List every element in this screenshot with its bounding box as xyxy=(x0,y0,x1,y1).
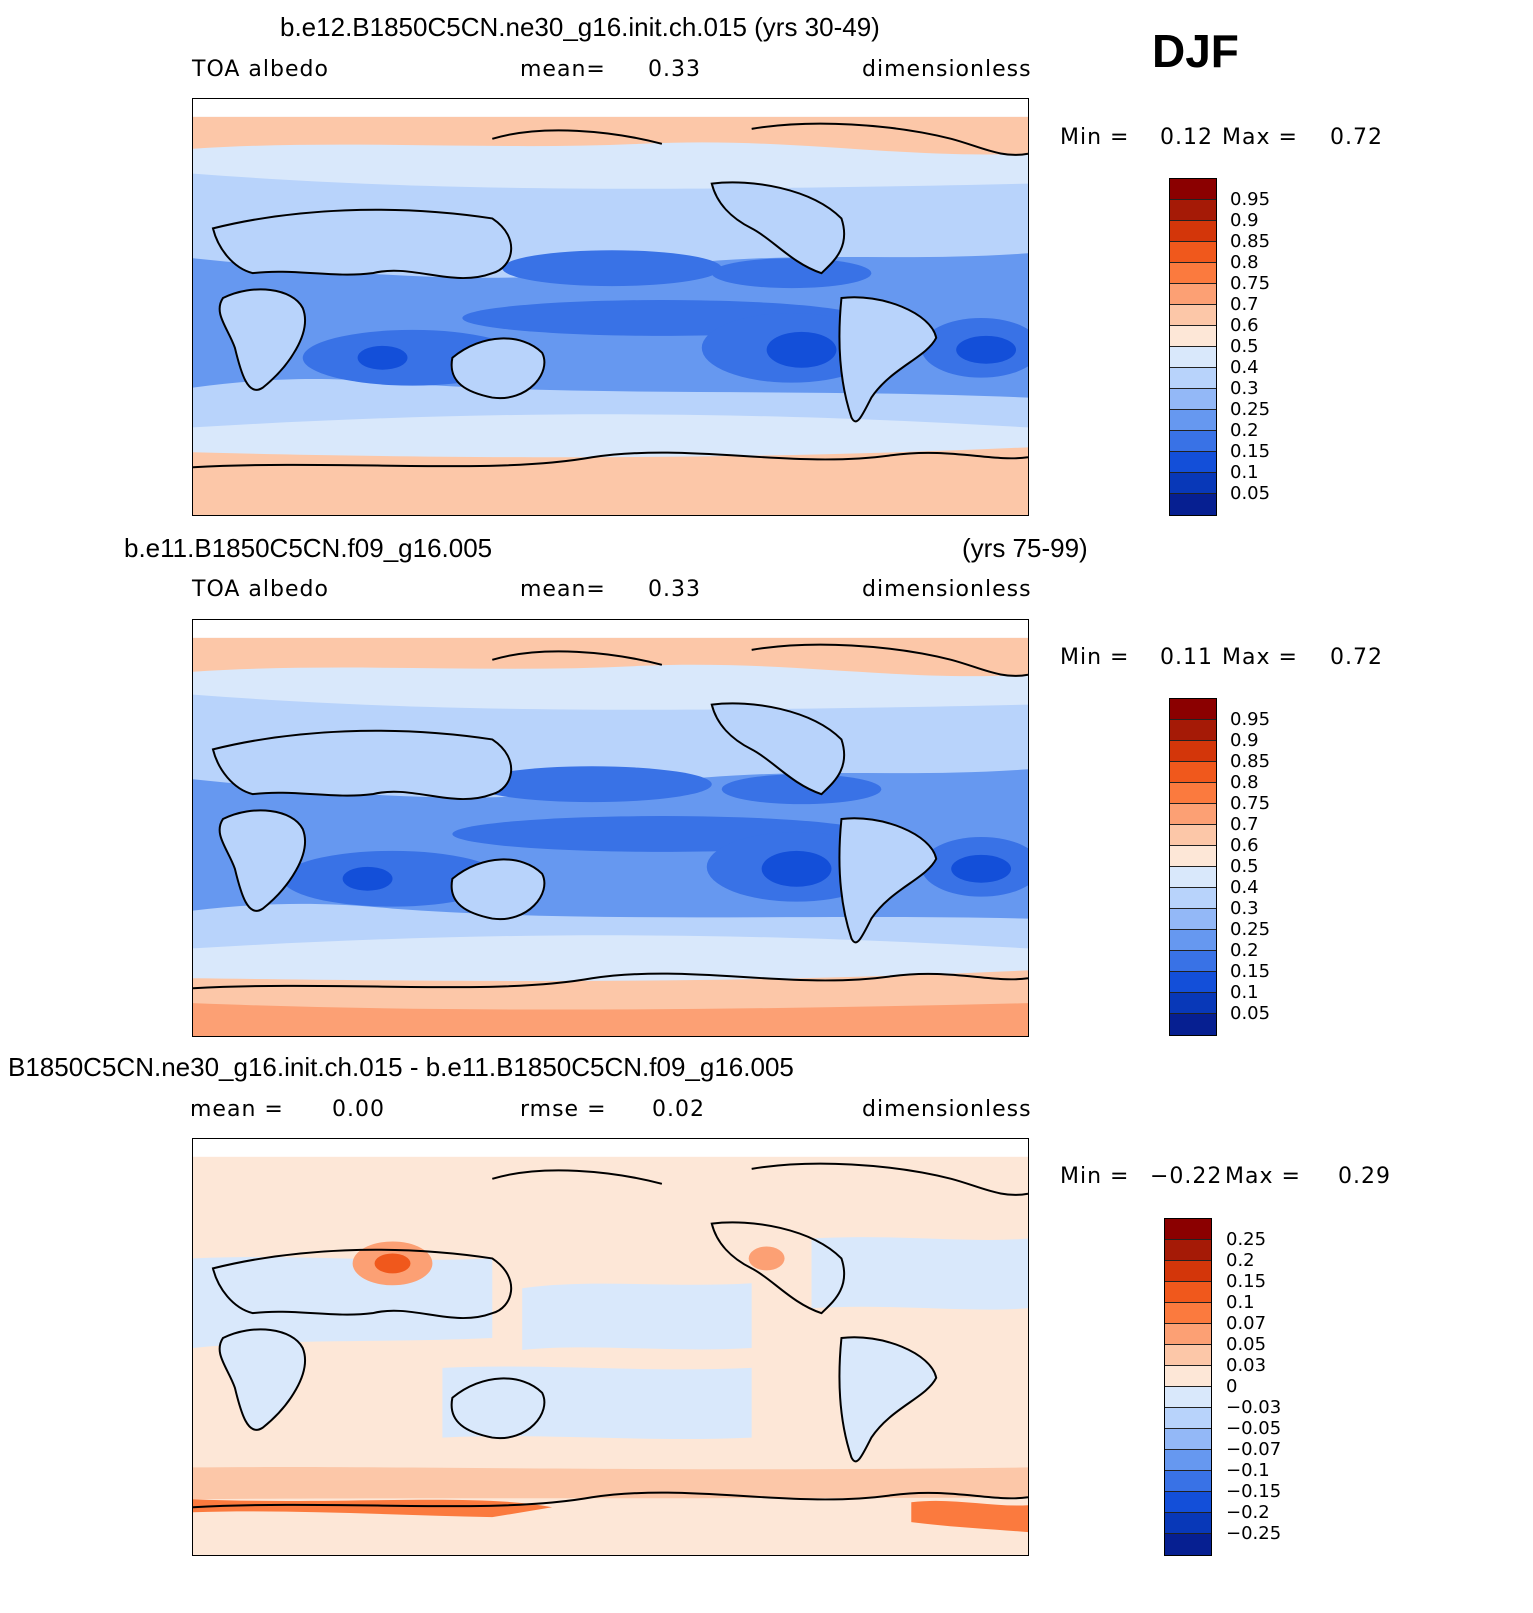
cbar-label: 0.05 xyxy=(1230,483,1271,504)
cbar-label: −0.1 xyxy=(1226,1460,1270,1481)
cbar-label: 0.03 xyxy=(1226,1355,1267,1376)
panel3-colorbar-labels: 0.25 0.2 0.15 0.1 0.07 0.05 0.03 0 −0.03… xyxy=(1226,1229,1281,1544)
cbar-label: 0.95 xyxy=(1230,189,1271,210)
panel2-units: dimensionless xyxy=(862,577,1032,602)
panel2-map xyxy=(192,619,1029,1037)
panel3-units: dimensionless xyxy=(862,1097,1032,1122)
panel3-mean-value: 0.00 xyxy=(332,1097,385,1122)
cbar-label: 0.15 xyxy=(1226,1271,1267,1292)
cbar-label: −0.25 xyxy=(1226,1523,1282,1544)
panel3-rmse-value: 0.02 xyxy=(652,1097,705,1122)
cbar-label: 0.25 xyxy=(1230,919,1271,940)
panel1-max-value: 0.72 xyxy=(1330,125,1383,150)
panel3-min-value: −0.22 xyxy=(1150,1164,1223,1189)
panel2-map-svg xyxy=(193,620,1028,1036)
panel1-colorbar xyxy=(1169,178,1217,516)
cbar-label: 0.25 xyxy=(1226,1229,1267,1250)
cbar-label: −0.15 xyxy=(1226,1481,1282,1502)
panel3-max-value: 0.29 xyxy=(1338,1164,1391,1189)
cbar-label: −0.05 xyxy=(1226,1418,1282,1439)
panel2-colorbar xyxy=(1169,698,1217,1036)
cbar-label: 0.9 xyxy=(1230,210,1259,231)
cbar-label: 0.7 xyxy=(1230,814,1259,835)
panel3-mean-label: mean = xyxy=(190,1097,284,1122)
cbar-label: 0.6 xyxy=(1230,835,1259,856)
cbar-label: 0.2 xyxy=(1226,1250,1255,1271)
cbar-label: 0.15 xyxy=(1230,961,1271,982)
panel3-min-label: Min = xyxy=(1060,1164,1130,1189)
panel2-title: b.e11.B1850C5CN.f09_g16.005 xyxy=(124,533,493,563)
cbar-label: −0.2 xyxy=(1226,1502,1270,1523)
panel1-map-svg xyxy=(193,99,1028,515)
panel1-units: dimensionless xyxy=(862,57,1032,82)
panel3-colorbar xyxy=(1164,1218,1212,1556)
panel2-min-value: 0.11 xyxy=(1160,645,1213,670)
cbar-label: 0.05 xyxy=(1226,1334,1267,1355)
cbar-label: 0.5 xyxy=(1230,856,1259,877)
cbar-label: 0.2 xyxy=(1230,420,1259,441)
cbar-label: 0.1 xyxy=(1226,1292,1255,1313)
cbar-label: 0.8 xyxy=(1230,772,1259,793)
cbar-label: 0.3 xyxy=(1230,898,1259,919)
panel1-mean-value: 0.33 xyxy=(648,57,701,82)
season-label: DJF xyxy=(1152,25,1239,77)
cbar-label: 0.6 xyxy=(1230,315,1259,336)
panel2-left-label: TOA albedo xyxy=(192,577,329,602)
cbar-label: 0.4 xyxy=(1230,877,1259,898)
panel3-title: B1850C5CN.ne30_g16.init.ch.015 - b.e11.B… xyxy=(8,1052,794,1082)
panel1-mean-label: mean= xyxy=(520,57,606,82)
panel2-min-label: Min = xyxy=(1060,645,1130,670)
cbar-label: 0.75 xyxy=(1230,793,1271,814)
cbar-label: 0.75 xyxy=(1230,273,1271,294)
panel3-rmse-label: rmse = xyxy=(520,1097,607,1122)
panel1-max-label: Max = xyxy=(1222,125,1298,150)
cbar-label: 0 xyxy=(1226,1376,1238,1397)
panel1-min-value: 0.12 xyxy=(1160,125,1213,150)
panel1-title: b.e12.B1850C5CN.ne30_g16.init.ch.015 (yr… xyxy=(280,12,880,42)
panel2-years: (yrs 75-99) xyxy=(962,533,1088,563)
panel2-mean-value: 0.33 xyxy=(648,577,701,602)
panel1-left-label: TOA albedo xyxy=(192,57,329,82)
panel1-min-label: Min = xyxy=(1060,125,1130,150)
cbar-label: 0.07 xyxy=(1226,1313,1267,1334)
panel1-map xyxy=(192,98,1029,516)
cbar-label: 0.05 xyxy=(1230,1003,1271,1024)
panel2-colorbar-labels: 0.95 0.9 0.85 0.8 0.75 0.7 0.6 0.5 0.4 0… xyxy=(1230,709,1270,1024)
cbar-label: 0.85 xyxy=(1230,231,1271,252)
cbar-label: 0.1 xyxy=(1230,462,1259,483)
panel2-mean-label: mean= xyxy=(520,577,606,602)
cbar-label: 0.2 xyxy=(1230,940,1259,961)
panel1-colorbar-labels: 0.95 0.9 0.85 0.8 0.75 0.7 0.6 0.5 0.4 0… xyxy=(1230,189,1270,504)
cbar-label: 0.4 xyxy=(1230,357,1259,378)
panel3-map-svg xyxy=(193,1139,1028,1555)
cbar-label: 0.7 xyxy=(1230,294,1259,315)
cbar-label: 0.85 xyxy=(1230,751,1271,772)
cbar-label: 0.95 xyxy=(1230,709,1271,730)
cbar-label: 0.25 xyxy=(1230,399,1271,420)
cbar-label: 0.3 xyxy=(1230,378,1259,399)
panel2-max-value: 0.72 xyxy=(1330,645,1383,670)
cbar-label: 0.1 xyxy=(1230,982,1259,1003)
panel3-map xyxy=(192,1138,1029,1556)
cbar-label: −0.07 xyxy=(1226,1439,1282,1460)
cbar-label: −0.03 xyxy=(1226,1397,1282,1418)
panel2-max-label: Max = xyxy=(1222,645,1298,670)
cbar-label: 0.9 xyxy=(1230,730,1259,751)
cbar-label: 0.8 xyxy=(1230,252,1259,273)
cbar-label: 0.15 xyxy=(1230,441,1271,462)
panel3-max-label: Max = xyxy=(1225,1164,1301,1189)
cbar-label: 0.5 xyxy=(1230,336,1259,357)
